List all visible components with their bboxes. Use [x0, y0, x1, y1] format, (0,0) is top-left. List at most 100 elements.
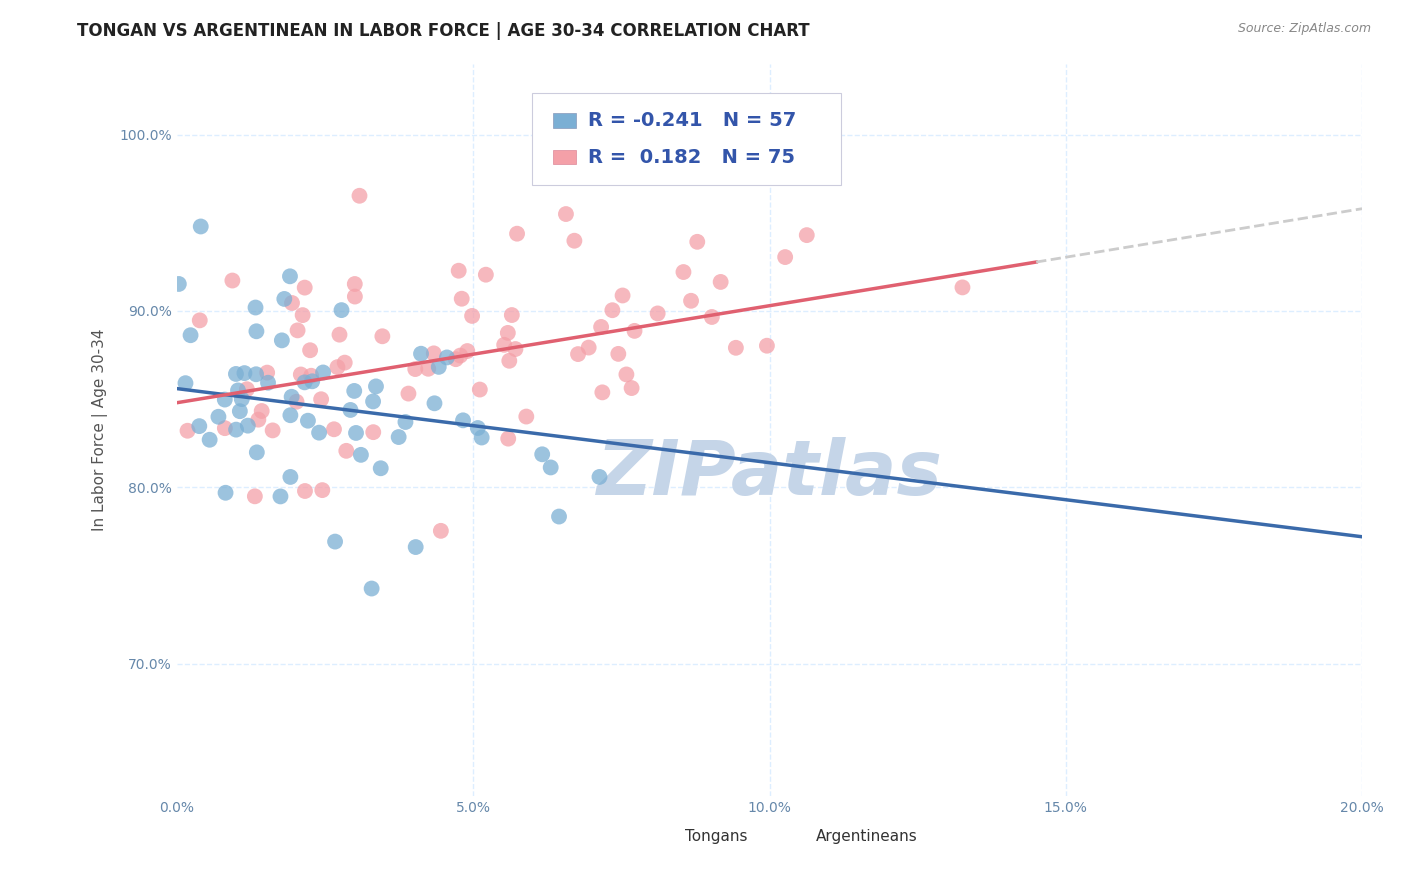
Point [245, 368, 267, 382]
Point [423, 346, 446, 360]
Point [333, 356, 356, 370]
Text: R = -0.241   N = 57: R = -0.241 N = 57 [588, 111, 796, 130]
Point [461, 309, 484, 323]
Point [796, 228, 818, 243]
Point [588, 470, 610, 484]
Text: R =  0.182   N = 75: R = 0.182 N = 75 [588, 147, 796, 167]
Point [409, 347, 432, 361]
Point [269, 490, 291, 504]
Point [620, 381, 643, 395]
Point [755, 339, 778, 353]
Point [710, 275, 733, 289]
Point [724, 341, 747, 355]
Point [287, 323, 309, 337]
Point [496, 432, 519, 446]
Point [188, 419, 211, 434]
Point [273, 292, 295, 306]
Point [700, 310, 723, 324]
Point [236, 382, 259, 396]
Point [449, 349, 471, 363]
Point [236, 418, 259, 433]
Point [501, 308, 523, 322]
Point [278, 269, 301, 284]
Point [343, 384, 366, 398]
Point [167, 277, 190, 291]
Point [328, 327, 350, 342]
Point [531, 447, 554, 461]
Point [612, 288, 634, 302]
Text: TONGAN VS ARGENTINEAN IN LABOR FORCE | AGE 30-34 CORRELATION CHART: TONGAN VS ARGENTINEAN IN LABOR FORCE | A… [77, 22, 810, 40]
Point [451, 413, 474, 427]
Point [447, 263, 470, 277]
Point [311, 483, 333, 497]
Point [180, 328, 202, 343]
Point [188, 313, 211, 327]
Text: ZIPatlas: ZIPatlas [596, 437, 942, 511]
Point [294, 280, 316, 294]
Point [360, 582, 382, 596]
Point [498, 353, 520, 368]
Point [430, 524, 453, 538]
Point [515, 409, 537, 424]
Point [423, 396, 446, 410]
Point [281, 296, 304, 310]
Point [773, 250, 796, 264]
Point [548, 509, 571, 524]
Point [418, 361, 440, 376]
Point [233, 366, 256, 380]
Point [323, 534, 346, 549]
Point [285, 394, 308, 409]
Point [350, 448, 373, 462]
Point [475, 268, 498, 282]
Point [225, 423, 247, 437]
Point [225, 367, 247, 381]
Point [198, 433, 221, 447]
Point [243, 489, 266, 503]
Point [616, 368, 638, 382]
Point [607, 347, 630, 361]
Point [405, 540, 427, 554]
Point [591, 320, 613, 334]
Point [370, 461, 392, 475]
Point [299, 368, 322, 383]
Point [427, 359, 450, 374]
Point [308, 425, 330, 440]
Point [623, 324, 645, 338]
Point [231, 392, 253, 406]
Point [297, 414, 319, 428]
Point [174, 376, 197, 391]
FancyBboxPatch shape [787, 830, 806, 842]
Point [361, 425, 384, 439]
Point [467, 421, 489, 435]
Point [681, 293, 703, 308]
Point [672, 265, 695, 279]
Point [591, 385, 613, 400]
Point [257, 376, 280, 390]
Point [256, 366, 278, 380]
Point [229, 404, 252, 418]
Point [207, 409, 229, 424]
Point [250, 404, 273, 418]
Point [214, 392, 236, 407]
Point [555, 207, 578, 221]
Point [280, 470, 302, 484]
Point [567, 347, 589, 361]
Point [505, 342, 527, 356]
Point [262, 424, 284, 438]
Point [326, 360, 349, 375]
Point [602, 303, 624, 318]
Point [647, 306, 669, 320]
Point [343, 289, 366, 303]
Point [450, 292, 472, 306]
Point [190, 219, 212, 234]
Text: Argentineans: Argentineans [815, 829, 918, 844]
Point [471, 430, 494, 444]
FancyBboxPatch shape [553, 150, 576, 164]
Point [952, 280, 974, 294]
Y-axis label: In Labor Force | Age 30-34: In Labor Force | Age 30-34 [93, 329, 108, 532]
FancyBboxPatch shape [553, 113, 576, 128]
Point [404, 362, 426, 376]
Point [330, 303, 353, 318]
Point [226, 384, 249, 398]
Point [364, 379, 387, 393]
